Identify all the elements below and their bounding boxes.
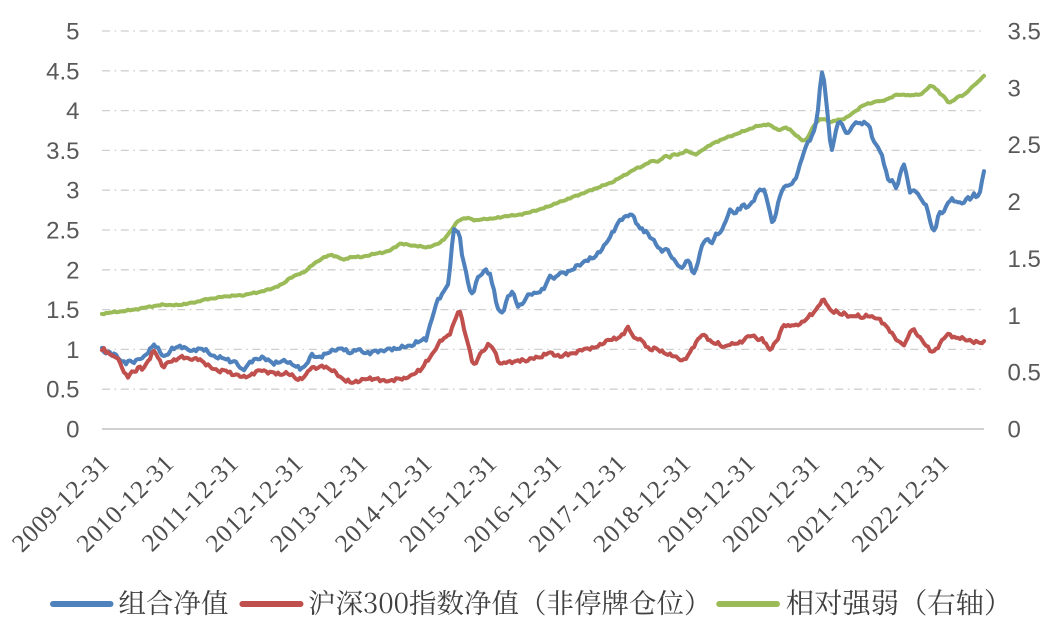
svg-text:3.5: 3.5 xyxy=(1008,19,1041,46)
svg-text:1: 1 xyxy=(1008,303,1021,330)
svg-text:4.5: 4.5 xyxy=(46,58,79,85)
svg-text:2.5: 2.5 xyxy=(46,218,79,245)
svg-text:2: 2 xyxy=(1008,189,1021,216)
svg-text:3: 3 xyxy=(1008,75,1021,102)
svg-text:5: 5 xyxy=(66,19,79,46)
svg-text:0: 0 xyxy=(66,417,79,444)
svg-text:1.5: 1.5 xyxy=(1008,246,1041,273)
svg-text:1.5: 1.5 xyxy=(46,297,79,324)
svg-text:4: 4 xyxy=(66,98,79,125)
svg-text:1: 1 xyxy=(66,337,79,364)
svg-text:3.5: 3.5 xyxy=(46,138,79,165)
svg-text:0: 0 xyxy=(1008,417,1021,444)
svg-text:0.5: 0.5 xyxy=(46,377,79,404)
svg-text:3: 3 xyxy=(66,178,79,205)
svg-text:0.5: 0.5 xyxy=(1008,360,1041,387)
svg-text:2.5: 2.5 xyxy=(1008,132,1041,159)
svg-text:2: 2 xyxy=(66,257,79,284)
